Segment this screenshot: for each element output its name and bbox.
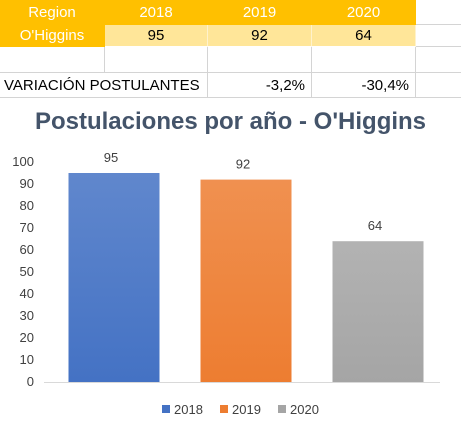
bar-2019[interactable]: [200, 179, 292, 382]
y-tick-label: 0: [27, 374, 34, 389]
empty-cell[interactable]: [416, 73, 461, 98]
value-cell-2020[interactable]: 64: [312, 25, 416, 47]
empty-cell[interactable]: [416, 25, 461, 47]
y-tick-label: 60: [20, 242, 34, 257]
y-tick-label: 90: [20, 176, 34, 191]
variation-row: VARIACIÓN POSTULANTES -3,2% -30,4%: [0, 73, 461, 98]
legend-swatch-2019: [220, 405, 228, 413]
empty-cell[interactable]: [0, 47, 105, 73]
legend-label-2020: 2020: [290, 402, 319, 417]
y-tick-label: 100: [12, 154, 34, 169]
value-cell-2019[interactable]: 92: [208, 25, 312, 47]
data-label-2020: 64: [368, 218, 382, 233]
empty-cell[interactable]: [416, 0, 461, 25]
legend-label-2018: 2018: [174, 402, 203, 417]
chart-plot-area: 0 10 20 30 40 50 60 70 80 90 100 95 92 64 2018 2019 2020: [12, 150, 440, 417]
header-cell-region[interactable]: Region: [0, 0, 105, 25]
empty-row: [0, 47, 461, 73]
empty-cell[interactable]: [312, 47, 416, 73]
y-tick-label: 50: [20, 264, 34, 279]
y-tick-label: 10: [20, 352, 34, 367]
header-cell-2020[interactable]: 2020: [312, 0, 416, 25]
value-cell-2018[interactable]: 95: [105, 25, 208, 47]
data-row-ohiggins: O'Higgins 95 92 64: [0, 25, 461, 47]
legend-label-2019: 2019: [232, 402, 261, 417]
variation-label-cell[interactable]: VARIACIÓN POSTULANTES: [0, 73, 208, 98]
empty-cell[interactable]: [105, 47, 208, 73]
bar-chart[interactable]: Postulaciones por año - O'Higgins 0 10 20 3…: [0, 98, 461, 428]
bar-2020[interactable]: [332, 241, 424, 382]
region-cell[interactable]: O'Higgins: [0, 25, 105, 47]
y-tick-label: 80: [20, 198, 34, 213]
y-tick-label: 40: [20, 286, 34, 301]
header-cell-2019[interactable]: 2019: [208, 0, 312, 25]
chart-title: Postulaciones por año - O'Higgins: [34, 108, 427, 135]
header-cell-2018[interactable]: 2018: [105, 0, 208, 25]
empty-cell[interactable]: [208, 47, 312, 73]
header-row: Region 2018 2019 2020: [0, 0, 461, 25]
empty-cell[interactable]: [416, 47, 461, 73]
y-tick-label: 20: [20, 330, 34, 345]
spreadsheet-grid: Region 2018 2019 2020 O'Higgins 95 92 64…: [0, 0, 461, 98]
bar-2018[interactable]: [68, 173, 160, 382]
legend-swatch-2020: [278, 405, 286, 413]
variation-cell-2019[interactable]: -3,2%: [208, 73, 312, 98]
variation-cell-2020[interactable]: -30,4%: [312, 73, 416, 98]
legend-swatch-2018: [162, 405, 170, 413]
data-label-2018: 95: [104, 150, 118, 165]
data-label-2019: 92: [236, 157, 250, 172]
y-tick-label: 70: [20, 220, 34, 235]
y-tick-label: 30: [20, 308, 34, 323]
